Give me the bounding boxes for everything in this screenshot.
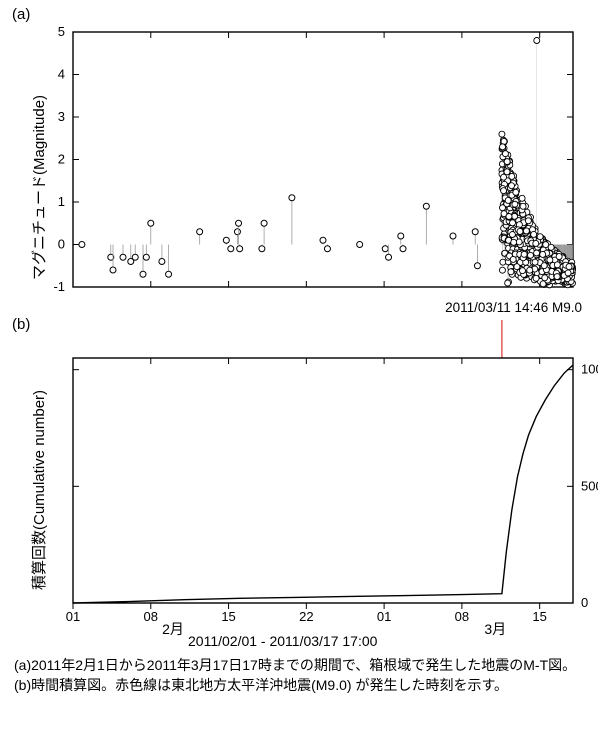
svg-text:5: 5	[58, 24, 65, 39]
svg-text:08: 08	[455, 609, 469, 624]
caption: (a)2011年2月1日から2011年3月17日17時までの期間で、箱根域で発生…	[14, 656, 584, 695]
svg-text:2: 2	[58, 152, 65, 167]
svg-text:0: 0	[581, 595, 588, 610]
svg-text:01: 01	[377, 609, 391, 624]
svg-text:2月: 2月	[162, 621, 184, 637]
svg-text:4: 4	[58, 67, 65, 82]
cumulative-chart: 0 500 1000 01 08 15 22 01 08 15 2月 3月	[0, 320, 598, 660]
mt-chart: -1 0 1 2 3 4 5	[0, 0, 598, 320]
svg-text:-1: -1	[53, 279, 65, 294]
svg-text:1: 1	[58, 194, 65, 209]
svg-text:15: 15	[532, 609, 546, 624]
svg-text:1000: 1000	[581, 362, 598, 377]
svg-text:3: 3	[58, 109, 65, 124]
svg-text:22: 22	[299, 609, 313, 624]
svg-text:3月: 3月	[484, 621, 506, 637]
svg-text:15: 15	[221, 609, 235, 624]
svg-text:500: 500	[581, 478, 598, 493]
caption-b: (b)時間積算図。赤色線は東北地方太平洋沖地震(M9.0) が発生した時刻を示す…	[14, 676, 584, 696]
caption-a: (a)2011年2月1日から2011年3月17日17時までの期間で、箱根域で発生…	[14, 656, 584, 676]
svg-text:08: 08	[144, 609, 158, 624]
svg-text:0: 0	[58, 237, 65, 252]
svg-text:01: 01	[66, 609, 80, 624]
